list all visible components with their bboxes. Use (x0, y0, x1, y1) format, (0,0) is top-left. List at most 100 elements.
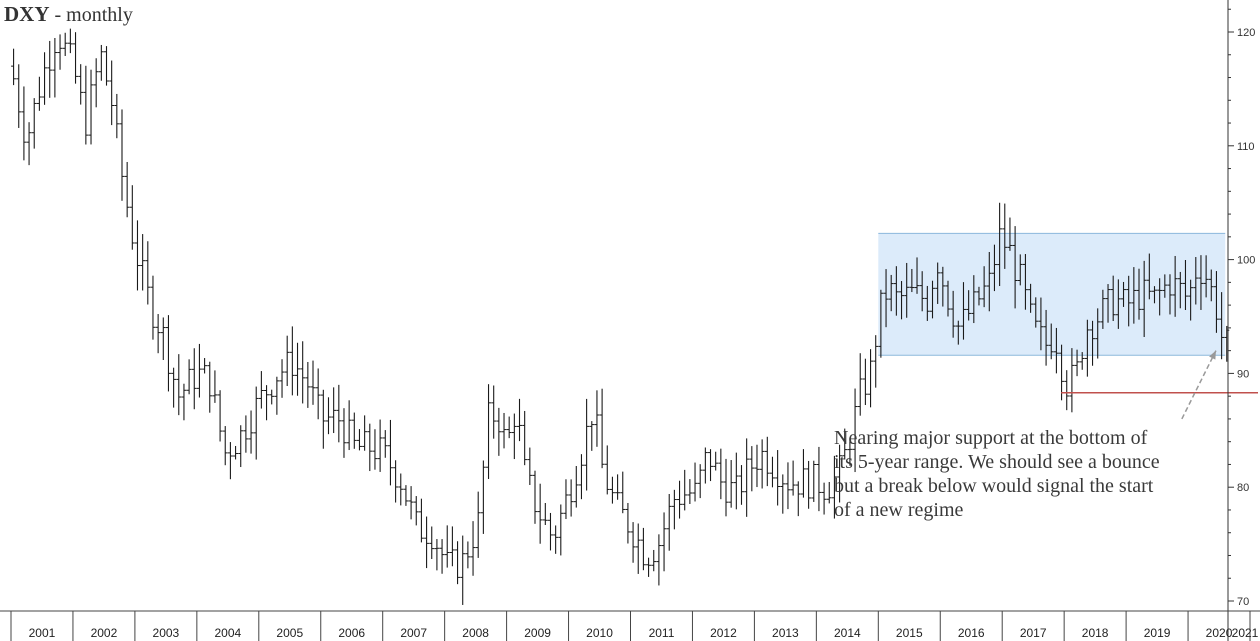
ohlc-bar (114, 93, 120, 139)
ohlc-bar (909, 268, 915, 293)
ohlc-bar (971, 275, 977, 324)
x-axis: 2001 2002 2003 2004 2005 2006 2007 2008 2009 2010… (0, 610, 1260, 641)
ohlc-bar (1069, 348, 1075, 413)
ohlc-bar (573, 466, 579, 508)
ohlc-bar (134, 220, 140, 291)
ohlc-bar (1131, 267, 1137, 324)
ohlc-bar (52, 37, 58, 98)
ohlc-bar (119, 109, 125, 201)
ohlc-bar (1043, 309, 1049, 366)
x-tick-label: 2008 (462, 626, 489, 640)
ohlc-bar (109, 60, 115, 126)
ohlc-bar (1193, 257, 1199, 305)
ohlc-bar (795, 481, 801, 517)
ohlc-bar (744, 438, 750, 517)
ohlc-bar (816, 446, 822, 512)
ohlc-bar (310, 360, 316, 405)
ohlc-bar (806, 460, 812, 509)
ohlc-bar (124, 161, 130, 218)
ohlc-bar (1017, 254, 1023, 286)
ohlc-bar (403, 485, 409, 506)
ohlc-bar (449, 526, 455, 567)
ohlc-bar (857, 353, 863, 416)
ohlc-bar (775, 450, 781, 506)
ohlc-bar (1110, 275, 1116, 322)
ohlc-bar (1033, 297, 1039, 328)
ohlc-bar (393, 460, 399, 503)
ohlc-bar (1115, 279, 1121, 329)
ohlc-bar (671, 489, 677, 530)
ohlc-bar (491, 385, 497, 439)
ohlc-bar (191, 348, 197, 410)
ohlc-bar (367, 423, 373, 472)
ohlc-bar (615, 474, 621, 500)
ohlc-bar (930, 280, 936, 319)
ohlc-bar (444, 525, 450, 568)
ohlc-bar (604, 445, 610, 495)
ohlc-bar (212, 370, 218, 403)
ohlc-bar (1126, 275, 1132, 327)
ohlc-bar (904, 262, 910, 318)
ohlc-bar (233, 445, 239, 460)
y-tick-label: 70 (1237, 596, 1249, 608)
ohlc-bar (754, 444, 760, 488)
ohlc-bar (687, 479, 693, 504)
ohlc-bar (1059, 344, 1065, 401)
ohlc-bar (506, 416, 512, 439)
ohlc-bar (950, 290, 956, 338)
ohlc-bar (465, 541, 471, 569)
ohlc-bar (599, 388, 605, 469)
ohlc-bar (842, 428, 848, 460)
ohlc-bar (88, 69, 94, 145)
ohlc-bar (129, 185, 135, 250)
ohlc-bar (31, 98, 37, 149)
ohlc-bar (733, 452, 739, 510)
ohlc-bar (661, 512, 667, 572)
ohlc-bar (217, 390, 223, 442)
ohlc-bar (279, 359, 285, 398)
ohlc-bar (47, 40, 53, 98)
ohlc-bar (398, 473, 404, 506)
ohlc-bar (924, 285, 930, 321)
chart-subtitle: - monthly (54, 4, 133, 26)
ohlc-bar (171, 367, 177, 408)
ohlc-bar (847, 437, 853, 466)
ohlc-bar (1136, 268, 1142, 320)
ohlc-bar (708, 449, 714, 482)
ohlc-bar (382, 430, 388, 458)
ohlc-bar (960, 282, 966, 340)
ohlc-bar (826, 481, 832, 504)
ohlc-bar (723, 458, 729, 517)
ohlc-bar (429, 526, 435, 560)
ohlc-bar (692, 462, 698, 502)
x-tick-label: 2005 (276, 626, 303, 640)
ohlc-bar (1090, 320, 1096, 366)
y-tick-label: 80 (1237, 482, 1249, 494)
ohlc-bar (165, 315, 171, 392)
ohlc-bar (331, 387, 337, 434)
ohlc-bar (511, 413, 517, 460)
ohlc-bar (150, 275, 156, 340)
ohlc-bar (718, 448, 724, 500)
ohlc-bar (651, 549, 657, 572)
ohlc-bar (455, 541, 461, 585)
ohlc-bar (1219, 292, 1225, 360)
ohlc-bar (935, 262, 941, 304)
y-tick-label: 100 (1237, 255, 1255, 267)
ohlc-bar (439, 539, 445, 574)
annotation-arrow-layer (1181, 350, 1217, 420)
ohlc-bar (1213, 271, 1219, 333)
x-tick-label: 2007 (400, 626, 427, 640)
ohlc-bar (57, 34, 63, 70)
ohlc-bar (831, 455, 837, 519)
ohlc-bar (67, 28, 73, 54)
ohlc-bar (553, 525, 559, 554)
ohlc-bar (305, 361, 311, 408)
ohlc-bar (1028, 283, 1034, 313)
ohlc-bar (584, 398, 590, 491)
ohlc-bar (1079, 352, 1085, 370)
ohlc-bar (346, 400, 352, 451)
ohlc-bar (1157, 278, 1163, 316)
ohlc-bar (1002, 203, 1008, 269)
ohlc-bar (852, 388, 858, 473)
